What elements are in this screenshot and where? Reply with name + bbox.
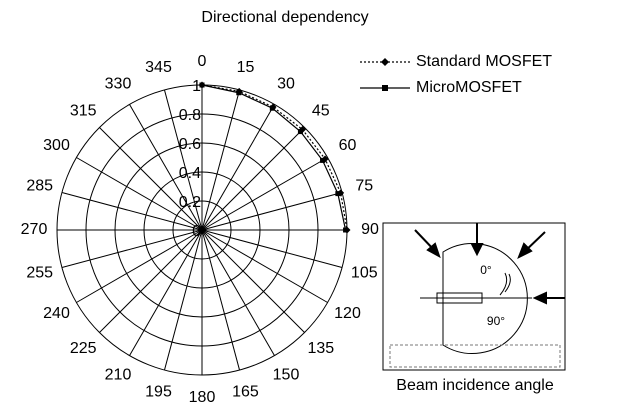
radial-tick-label: 0.4 <box>179 165 201 182</box>
legend-marker <box>381 58 389 66</box>
inset-label: 90° <box>487 314 505 328</box>
legend-label: Standard MOSFET <box>416 53 552 70</box>
grid-spoke <box>202 230 240 370</box>
angle-tick-label: 225 <box>70 340 97 357</box>
angle-tick-label: 150 <box>273 367 300 384</box>
inset <box>383 223 565 370</box>
marker <box>236 90 241 95</box>
inset-title: Beam incidence angle <box>396 377 554 394</box>
inset-label: 0° <box>480 263 492 277</box>
grid-spoke <box>202 127 305 230</box>
grid-spoke <box>202 230 342 268</box>
marker <box>270 106 275 111</box>
grid-spoke <box>202 230 305 333</box>
marker <box>343 228 348 233</box>
grid-spoke <box>202 230 275 356</box>
angle-tick-label: 135 <box>307 340 334 357</box>
chart-title: Directional dependency <box>201 9 368 26</box>
legend-label: MicroMOSFET <box>416 79 522 96</box>
radial-tick-label: 0 <box>192 223 201 240</box>
grid-spoke <box>130 230 203 356</box>
angle-tick-label: 105 <box>351 265 378 282</box>
couch <box>390 345 560 367</box>
angle-tick-label: 315 <box>70 102 97 119</box>
cable <box>500 273 510 295</box>
angle-tick-label: 45 <box>312 102 330 119</box>
radial-tick-label: 0.8 <box>179 107 201 124</box>
angle-tick-label: 75 <box>355 178 373 195</box>
angle-tick-label: 345 <box>145 59 172 76</box>
angle-tick-label: 60 <box>339 137 357 154</box>
grid-spoke <box>76 230 202 303</box>
marker <box>335 191 340 196</box>
angle-tick-label: 210 <box>105 367 132 384</box>
angle-tick-label: 30 <box>277 76 295 93</box>
grid-spoke <box>62 230 202 268</box>
grid-spoke <box>202 192 342 230</box>
angle-tick-label: 270 <box>21 221 48 238</box>
angle-tick-label: 180 <box>189 389 216 403</box>
angle-tick-label: 330 <box>105 76 132 93</box>
radial-tick-label: 0.2 <box>179 194 201 211</box>
legend-marker <box>382 85 388 91</box>
grid-spoke <box>202 158 328 231</box>
marker <box>320 158 325 163</box>
angle-tick-label: 285 <box>26 178 53 195</box>
radial-tick-label: 0.6 <box>179 136 201 153</box>
marker <box>200 83 205 88</box>
angle-tick-label: 255 <box>26 265 53 282</box>
angle-tick-label: 15 <box>237 59 255 76</box>
angle-tick-label: 90 <box>361 221 379 238</box>
angle-tick-label: 195 <box>145 383 172 400</box>
angle-tick-label: 165 <box>232 383 259 400</box>
angle-tick-label: 120 <box>334 305 361 322</box>
grid-spoke <box>164 230 202 370</box>
grid-spoke <box>202 230 328 303</box>
grid-spoke <box>202 104 275 230</box>
marker <box>298 129 303 134</box>
angle-tick-label: 0 <box>198 53 207 70</box>
angle-tick-label: 300 <box>43 137 70 154</box>
grid-spoke <box>202 90 240 230</box>
angle-tick-label: 240 <box>43 305 70 322</box>
grid-spoke <box>99 230 202 333</box>
